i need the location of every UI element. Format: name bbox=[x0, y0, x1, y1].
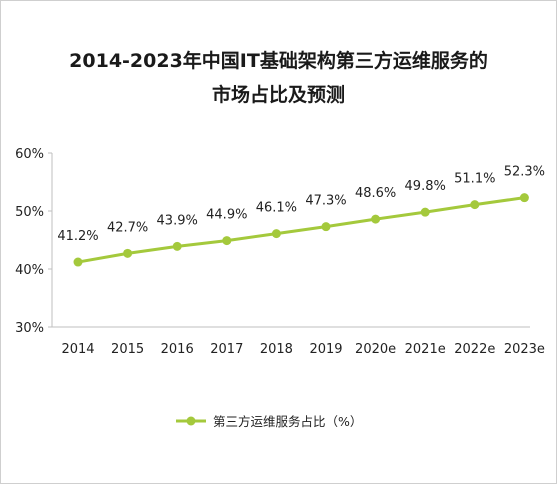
chart-title: 2014-2023年中国IT基础架构第三方运维服务的 市场占比及预测 bbox=[0, 44, 557, 112]
data-point bbox=[420, 207, 430, 217]
y-tick-label: 50% bbox=[15, 205, 44, 220]
data-label: 49.8% bbox=[405, 179, 446, 194]
axes: 30% 40% 50% 60% 2014 2015 2016 2017 2018 2019 2020… bbox=[15, 147, 545, 357]
x-tick-label: 2016 bbox=[161, 342, 194, 357]
x-tick-label: 2019 bbox=[309, 342, 342, 357]
data-label: 51.1% bbox=[454, 172, 495, 187]
data-point bbox=[470, 200, 480, 210]
x-tick-label: 2015 bbox=[111, 342, 144, 357]
data-label: 48.6% bbox=[355, 186, 396, 201]
x-tick-label: 2018 bbox=[260, 342, 293, 357]
legend: 第三方运维服务占比（%） bbox=[176, 414, 362, 429]
x-tick-label: 2023e bbox=[504, 342, 545, 357]
data-point bbox=[519, 193, 529, 203]
data-label: 52.3% bbox=[504, 165, 545, 180]
data-label: 41.2% bbox=[57, 229, 98, 244]
x-tick-label: 2021e bbox=[405, 342, 446, 357]
data-point bbox=[73, 257, 83, 267]
x-tick-label: 2020e bbox=[355, 342, 396, 357]
data-label: 47.3% bbox=[305, 194, 346, 209]
series-layer bbox=[73, 193, 529, 267]
data-point bbox=[271, 229, 281, 239]
data-point bbox=[371, 214, 381, 224]
legend-label: 第三方运维服务占比（%） bbox=[213, 414, 362, 429]
y-tick-label: 30% bbox=[15, 321, 44, 336]
x-tick-label: 2022e bbox=[454, 342, 495, 357]
data-label: 46.1% bbox=[256, 201, 297, 216]
data-point bbox=[172, 241, 182, 251]
y-tick-label: 40% bbox=[15, 263, 44, 278]
chart-title-line-1: 2014-2023年中国IT基础架构第三方运维服务的 bbox=[69, 50, 488, 72]
data-label: 42.7% bbox=[107, 220, 148, 235]
legend-dot-marker bbox=[186, 416, 196, 426]
data-point bbox=[123, 248, 133, 258]
x-tick-label: 2017 bbox=[210, 342, 243, 357]
chart-title-line-2: 市场占比及预测 bbox=[211, 84, 345, 106]
data-labels: 41.2% 42.7% 43.9% 44.9% 46.1% 47.3% 48.6% 49.8%… bbox=[57, 165, 545, 244]
y-tick-label: 60% bbox=[15, 147, 44, 162]
data-label: 44.9% bbox=[206, 208, 247, 223]
x-tick-label: 2014 bbox=[61, 342, 94, 357]
data-point bbox=[321, 222, 331, 232]
series-line bbox=[76, 196, 526, 264]
data-point bbox=[222, 236, 232, 246]
data-label: 43.9% bbox=[157, 213, 198, 228]
